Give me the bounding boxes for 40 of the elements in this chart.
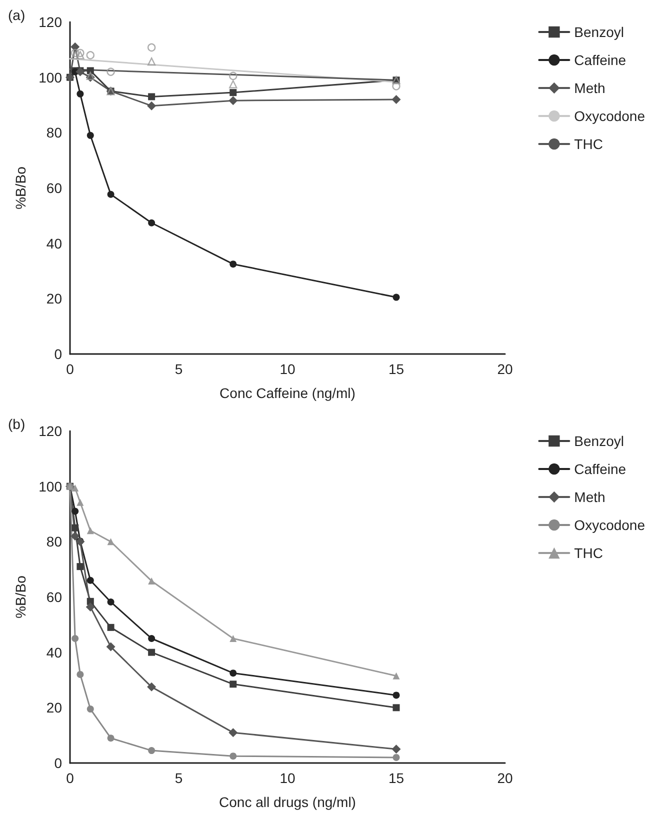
text: (b)	[8, 416, 26, 432]
y-tick-label: 60	[46, 180, 62, 196]
y-axis-title: %B/Bo	[12, 166, 29, 210]
x-tick-label: 15	[388, 361, 404, 377]
x-tick-label: 10	[280, 770, 296, 786]
y-tick-label: 0	[54, 346, 62, 362]
y-tick-label: 40	[46, 235, 62, 252]
legend-label: Benzoyl	[574, 24, 624, 40]
x-axis-title: Conc Caffeine (ng/ml)	[220, 385, 356, 401]
y-tick-label: 120	[38, 423, 62, 439]
y-tick-label: 0	[54, 755, 62, 771]
text: (a)	[8, 7, 26, 23]
legend-label: Benzoyl	[574, 433, 624, 449]
legend-label: Oxycodone	[574, 108, 646, 124]
x-tick-label: 0	[66, 770, 74, 786]
legend-label: Oxycodone	[574, 517, 646, 533]
y-tick-label: 60	[46, 589, 62, 605]
x-tick-label: 20	[497, 770, 513, 786]
y-tick-label: 20	[46, 290, 62, 307]
legend-label: Meth	[574, 489, 606, 505]
legend-label: THC	[574, 136, 603, 152]
y-tick-label: 100	[38, 69, 62, 86]
x-axis-title: Conc all drugs (ng/ml)	[219, 794, 356, 810]
x-tick-label: 10	[280, 361, 296, 377]
y-axis-title: %B/Bo	[12, 575, 29, 618]
y-tick-label: 120	[38, 14, 62, 30]
x-tick-label: 5	[174, 770, 183, 786]
y-tick-label: 80	[46, 124, 62, 141]
y-tick-label: 80	[46, 534, 62, 550]
legend-label: THC	[574, 545, 603, 561]
x-tick-label: 15	[388, 770, 404, 786]
x-tick-label: 5	[174, 361, 183, 377]
x-tick-label: 20	[497, 361, 513, 377]
y-tick-label: 40	[46, 644, 62, 660]
y-tick-label: 20	[46, 700, 62, 716]
y-tick-label: 100	[38, 478, 62, 494]
legend-label: Meth	[574, 80, 606, 96]
legend-label: Caffeine	[574, 52, 626, 68]
legend-label: Caffeine	[574, 461, 626, 477]
x-tick-label: 0	[66, 361, 74, 377]
